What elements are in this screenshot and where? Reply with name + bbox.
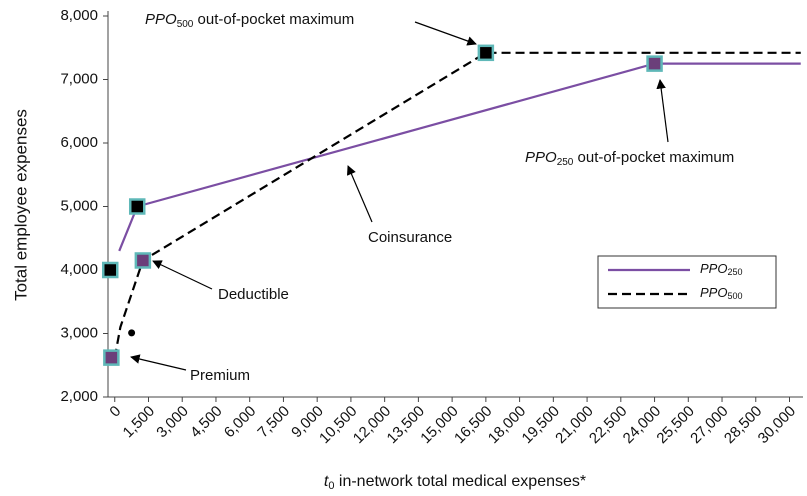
y-tick-label: 3,000	[60, 324, 98, 341]
ann-sub: 500	[177, 19, 194, 30]
point	[128, 329, 136, 337]
legend-name: PPO	[700, 285, 727, 300]
x-label-rest: in-network total medical expenses*	[334, 473, 586, 490]
marker	[103, 349, 120, 366]
series-line	[118, 62, 801, 252]
arrow	[130, 354, 187, 371]
marker	[101, 261, 119, 279]
annotation: Deductible	[218, 286, 289, 303]
marker	[477, 44, 495, 62]
x-tick-label: 3,000	[153, 403, 192, 442]
x-axis-label: t0 in-network total medical expenses*	[324, 473, 586, 492]
y-tick-label: 6,000	[60, 134, 98, 151]
y-axis-label: Total employee expenses	[11, 109, 30, 301]
x-tick-label: 7,500	[255, 403, 294, 442]
legend-box	[597, 255, 777, 309]
x-tick-label: 4,500	[187, 403, 226, 442]
y-tick-label: 7,000	[60, 70, 98, 87]
y-tick-label: 4,000	[60, 261, 98, 278]
legend-name: PPO	[700, 261, 727, 276]
arrow	[152, 260, 213, 290]
x-tick-label: 1,500	[120, 403, 159, 442]
annotations: PPO500 out-of-pocket maximum PPO250 out-…	[130, 11, 734, 384]
marker	[128, 198, 146, 215]
series-line	[113, 51, 801, 358]
y-tick-label: 2,000	[60, 388, 98, 405]
y-tick-label: 5,000	[60, 197, 98, 214]
x-label-sub: 0	[328, 480, 334, 492]
arrow	[656, 79, 669, 143]
marker	[134, 252, 152, 269]
y-tick-label: 8,000	[60, 7, 98, 24]
ann-rest: out-of-pocket maximum	[193, 11, 354, 28]
ann-main: PPO	[525, 149, 557, 166]
x-tick-label: 0	[106, 403, 124, 421]
arrow	[346, 165, 373, 223]
x-tick-label: 30,000	[755, 403, 799, 447]
annotation: Coinsurance	[368, 229, 452, 246]
x-tick-label: 6,000	[221, 403, 260, 442]
ann-rest: out-of-pocket maximum	[573, 149, 734, 166]
ann-main: PPO	[145, 11, 177, 28]
x-label-main: t	[324, 473, 329, 490]
legend-sub: 250	[727, 267, 742, 277]
marker	[646, 55, 663, 72]
annotation: PPO250 out-of-pocket maximum	[525, 149, 734, 168]
annotation: PPO500 out-of-pocket maximum	[145, 11, 354, 30]
arrow	[414, 21, 477, 46]
ann-sub: 250	[557, 157, 574, 168]
legend-label: PPO500	[700, 285, 743, 301]
legend-label: PPO250	[700, 261, 743, 277]
annotation: Premium	[190, 367, 250, 384]
legend-sub: 500	[727, 291, 742, 301]
